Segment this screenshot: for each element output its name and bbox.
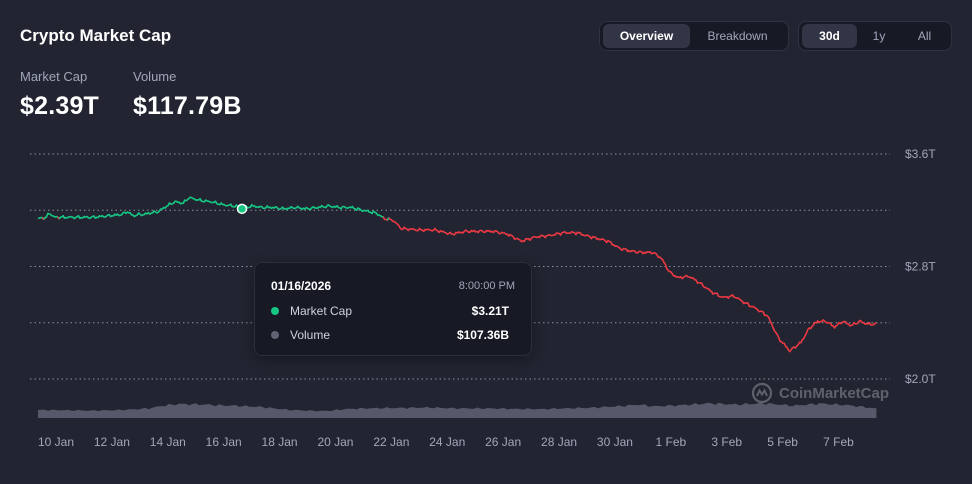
- y-tick-label: $3.6T: [905, 147, 936, 161]
- watermark-text: CoinMarketCap: [779, 384, 890, 402]
- y-tick-label: $2.8T: [905, 260, 936, 274]
- x-tick-label: 28 Jan: [541, 435, 577, 449]
- volume-value: $117.79B: [133, 92, 242, 120]
- tab-overview[interactable]: Overview: [603, 24, 690, 48]
- x-tick-label: 18 Jan: [262, 435, 298, 449]
- tooltip-market-cap-value: $3.21T: [471, 304, 509, 318]
- y-tick-label: $2.0T: [905, 372, 936, 386]
- volume-legend-dot-icon: [271, 331, 279, 339]
- tooltip-row-market-cap: Market Cap $3.21T: [269, 303, 509, 319]
- volume-area: [38, 402, 877, 418]
- range-tabs: 30d 1y All: [798, 21, 952, 51]
- watermark: CoinMarketCap: [751, 382, 889, 404]
- x-tick-label: 10 Jan: [38, 435, 74, 449]
- page-title: Crypto Market Cap: [20, 26, 172, 45]
- tooltip-row-volume: Volume $107.36B: [269, 327, 509, 343]
- x-tick-label: 26 Jan: [485, 435, 521, 449]
- chart-tooltip: 01/16/2026 8:00:00 PM Market Cap $3.21T …: [254, 262, 532, 356]
- x-tick-label: 16 Jan: [206, 435, 242, 449]
- x-tick-label: 14 Jan: [150, 435, 186, 449]
- view-tabs: Overview Breakdown: [599, 21, 789, 51]
- tooltip-volume-label: Volume: [290, 328, 331, 342]
- volume-label: Volume: [133, 69, 177, 84]
- x-tick-label: 20 Jan: [317, 435, 353, 449]
- x-tick-label: 22 Jan: [373, 435, 409, 449]
- market-cap-line-up: [42, 212, 60, 220]
- market-cap-line-up: [58, 196, 386, 220]
- market-cap-value: $2.39T: [20, 92, 100, 120]
- coinmarketcap-logo-icon: [751, 382, 773, 404]
- x-tick-label: 24 Jan: [429, 435, 465, 449]
- x-tick-label: 7 Feb: [823, 435, 854, 449]
- market-cap-label: Market Cap: [20, 69, 88, 84]
- range-30d[interactable]: 30d: [802, 24, 857, 48]
- x-tick-label: 12 Jan: [94, 435, 130, 449]
- range-all[interactable]: All: [917, 29, 932, 43]
- market-cap-line-down: [388, 217, 877, 353]
- market-cap-legend-dot-icon: [271, 307, 279, 315]
- tooltip-date: 01/16/2026: [271, 279, 332, 293]
- tooltip-market-cap-label: Market Cap: [290, 304, 353, 318]
- tooltip-volume-value: $107.36B: [456, 328, 509, 342]
- tab-breakdown[interactable]: Breakdown: [707, 29, 768, 43]
- range-1y[interactable]: 1y: [872, 29, 886, 43]
- x-tick-label: 1 Feb: [655, 435, 686, 449]
- x-tick-label: 30 Jan: [597, 435, 633, 449]
- tooltip-time: 8:00:00 PM: [458, 280, 515, 292]
- hover-point-marker[interactable]: [236, 203, 248, 215]
- x-tick-label: 5 Feb: [767, 435, 798, 449]
- x-tick-label: 3 Feb: [711, 435, 742, 449]
